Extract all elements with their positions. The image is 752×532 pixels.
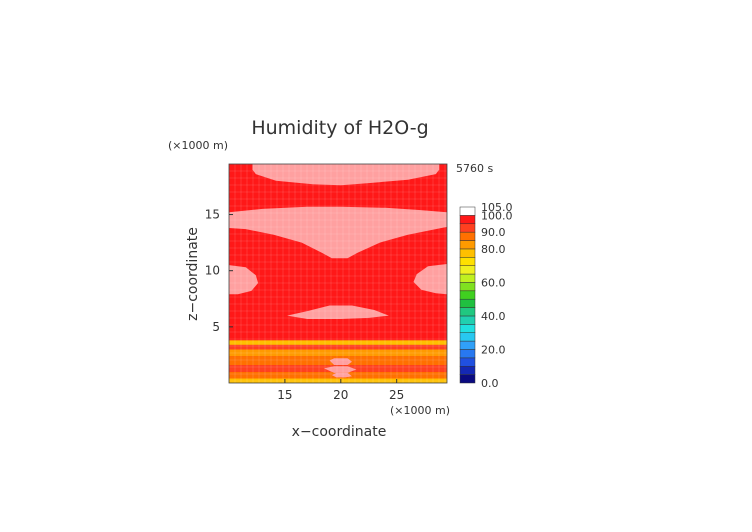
saturated-patch-middle [287, 305, 389, 319]
colorbar-swatch [459, 240, 476, 250]
x-tick-label: 15 [277, 388, 292, 402]
colorbar-swatch [459, 307, 476, 317]
colorbar-label: 40.0 [481, 310, 506, 323]
x-tick-label: 25 [389, 388, 404, 402]
colorbar-swatch [459, 332, 476, 342]
y-tick-label: 15 [205, 208, 220, 222]
colorbar-swatch [459, 231, 476, 241]
colorbar-swatch [459, 357, 476, 367]
colorbar-swatch [459, 340, 476, 350]
colorbar-swatch [459, 324, 476, 333]
y-tick-label: 10 [205, 264, 220, 278]
y-unit-label: (×1000 m) [168, 139, 228, 152]
plot-frame [228, 163, 448, 384]
colorbar-swatch [459, 215, 476, 225]
colorbar-swatch [459, 315, 476, 325]
colorbar-label: 105.0 [481, 201, 513, 214]
colorbar-label: 60.0 [481, 276, 506, 289]
chart-title: Humidity of H2O-g [251, 117, 428, 139]
colorbar-swatch [459, 273, 476, 283]
colorbar-label: 90.0 [481, 226, 506, 239]
surface-band [229, 378, 447, 383]
colorbar-swatch [459, 365, 476, 375]
colorbar-swatch [459, 206, 476, 216]
time-label: 5760 s [456, 162, 493, 175]
colorbar-swatch [459, 223, 476, 233]
y-tick-label: 5 [212, 320, 220, 334]
saturated-spot [331, 372, 352, 378]
saturated-spot [329, 358, 352, 365]
colorbar-swatch [459, 257, 476, 266]
x-axis-label: x−coordinate [292, 424, 387, 440]
y-axis-label: z−coordinate [185, 227, 201, 321]
saturated-patch-top [252, 164, 440, 186]
x-tick-label: 20 [333, 388, 348, 402]
surface-band [229, 340, 447, 345]
saturated-patch-left [229, 265, 259, 295]
colorbar-swatch [459, 298, 476, 308]
saturated-patch-upper [229, 206, 447, 259]
colorbar-swatch [459, 248, 476, 258]
colorbar-swatch [459, 290, 476, 300]
colorbar-label: 100.0 [481, 209, 513, 222]
colorbar-label: 0.0 [481, 377, 499, 390]
colorbar-label: 80.0 [481, 243, 506, 256]
saturated-patch-right [413, 264, 447, 295]
saturated-spot [324, 366, 357, 373]
axes: 15 20 25 5 10 15 [205, 163, 448, 402]
colorbar-label: 20.0 [481, 343, 506, 356]
colorbar-swatch [459, 349, 476, 359]
x-unit-label: (×1000 m) [390, 404, 450, 417]
colorbar-swatch [459, 282, 476, 292]
colorbar-swatch [459, 265, 476, 275]
heatmap-plot [228, 163, 447, 383]
surface-band [229, 349, 447, 357]
colorbar-swatch [459, 374, 476, 384]
surface-band [229, 344, 447, 350]
